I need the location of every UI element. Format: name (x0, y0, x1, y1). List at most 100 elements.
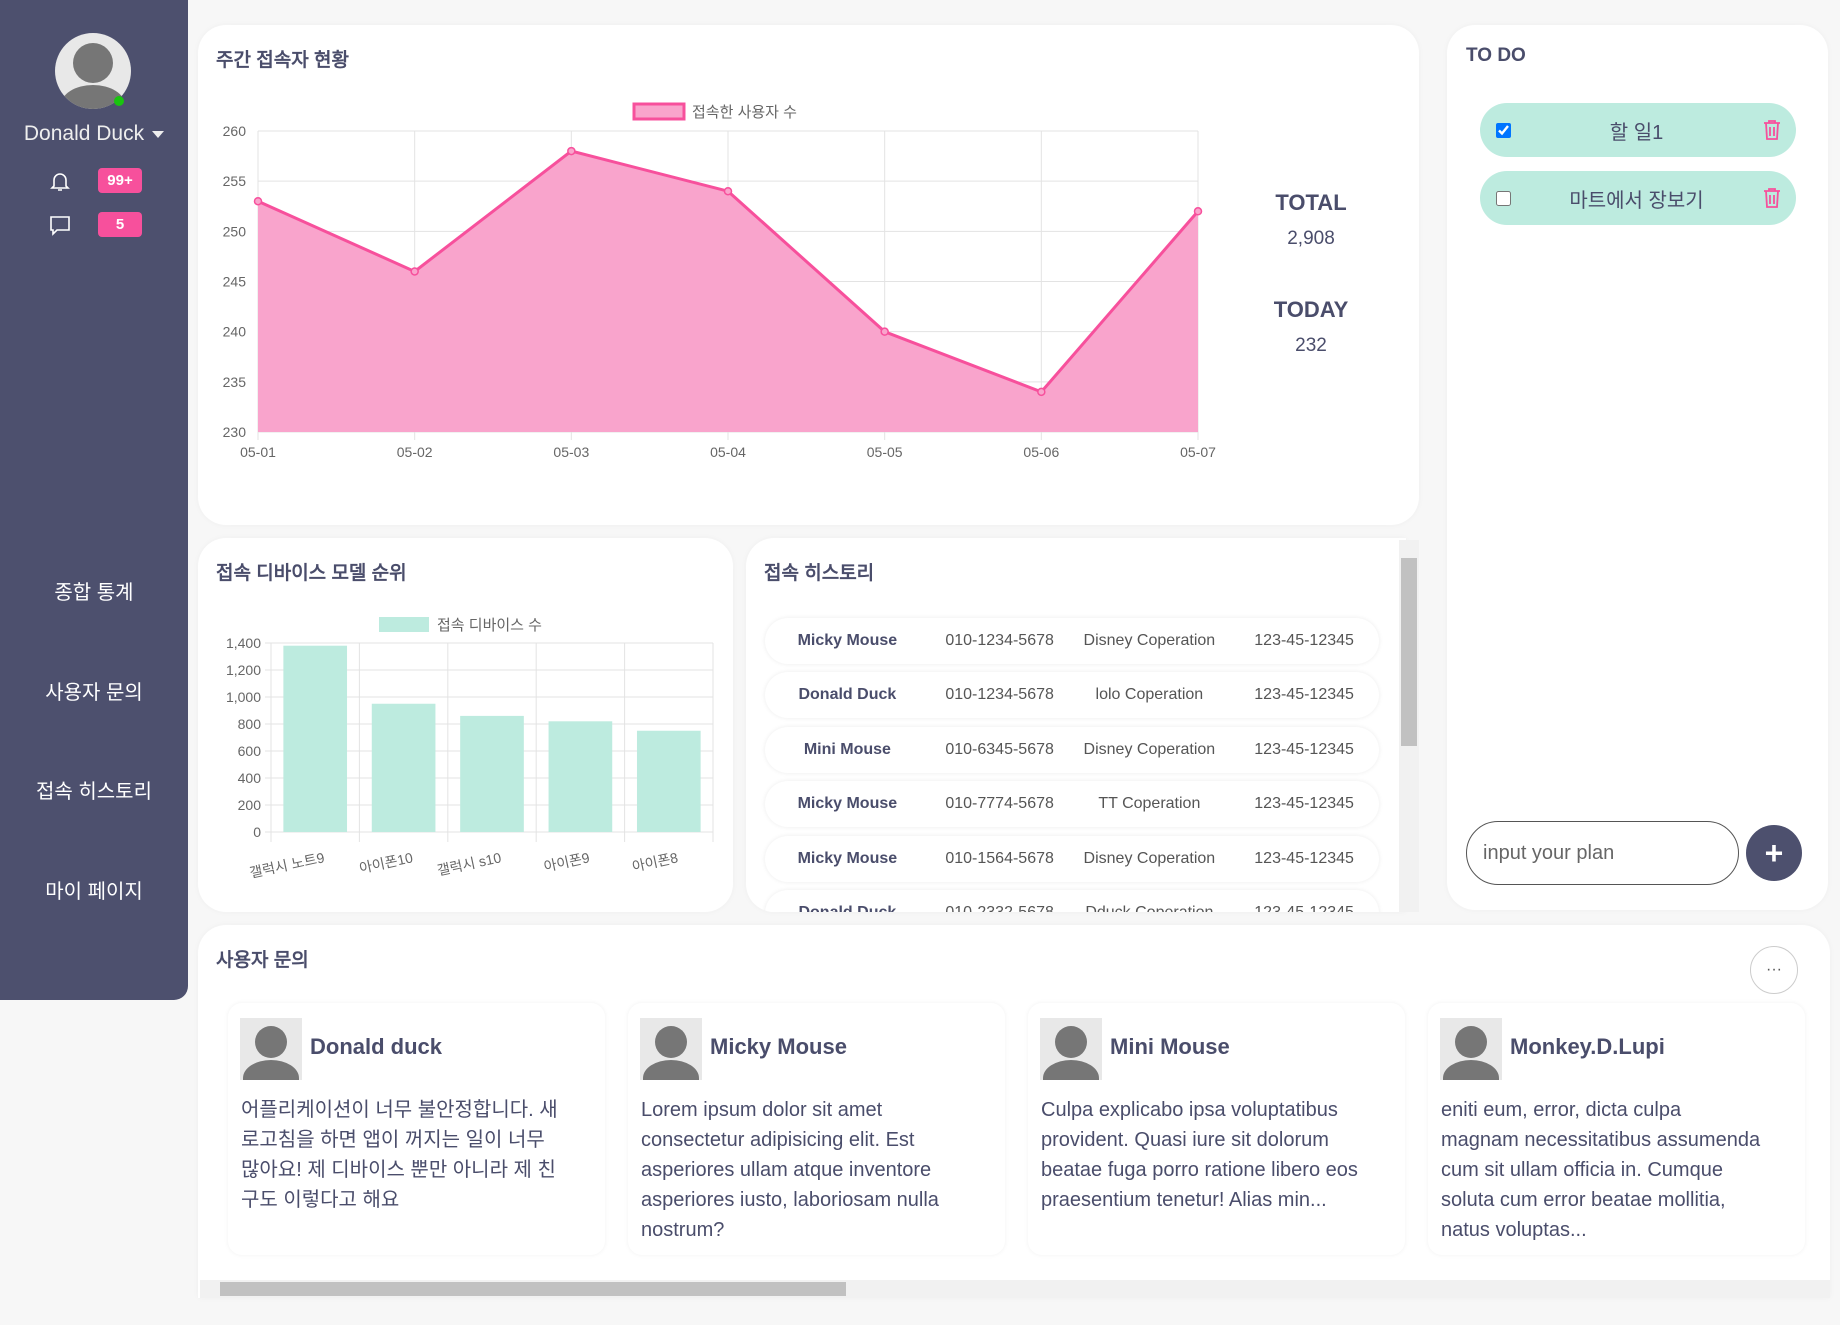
todo-checkbox[interactable] (1496, 190, 1511, 206)
history-name: Micky Mouse (797, 795, 898, 813)
x-tick-label: 05-01 (240, 444, 276, 460)
data-point (253, 196, 263, 206)
card-title: 주간 접속자 현황 (216, 50, 349, 71)
trash-icon[interactable] (1762, 187, 1782, 209)
data-point (410, 267, 419, 276)
scrollbar-thumb[interactable] (220, 1282, 846, 1296)
total-stat: TOTAL 2,908 (1241, 190, 1381, 250)
y-tick-label: 240 (223, 324, 247, 340)
legend-swatch (632, 102, 686, 121)
inquiry-scrollbar[interactable] (200, 1280, 1830, 1298)
menu-item-statistics[interactable]: 종합 통계 (54, 582, 134, 604)
todo-checkbox[interactable] (1496, 122, 1511, 138)
y-tick-label: 260 (223, 123, 247, 139)
history-reg-number: 123-45-12345 (1254, 849, 1354, 867)
y-tick-label: 600 (238, 743, 262, 759)
y-tick-label: 0 (253, 824, 261, 840)
todo-text: 마트에서 장보기 (1569, 189, 1704, 212)
y-tick-label: 800 (238, 716, 262, 732)
history-name: Donald Duck (765, 904, 930, 912)
user-avatar (1040, 1018, 1102, 1080)
todo-item: 마트에서 장보기 (1480, 171, 1796, 225)
history-reg-number: 123-45-12345 (1254, 632, 1354, 649)
y-tick-label: 250 (223, 223, 247, 239)
inquiry-item[interactable]: Donald duck 어플리케이션이 너무 불안정합니다. 새로고침을 하면 … (228, 1003, 605, 1255)
inquiry-text: Culpa explicabo ipsa voluptatibus provid… (1041, 1099, 1358, 1211)
history-row[interactable]: Mini Mouse 010-6345-5678 Disney Coperati… (765, 726, 1379, 773)
x-tick-label: 05-04 (710, 444, 746, 460)
inquiry-item[interactable]: Monkey.D.Lupi eniti eum, error, dicta cu… (1428, 1003, 1805, 1255)
inquiry-item[interactable]: Mini Mouse Culpa explicabo ipsa voluptat… (1028, 1003, 1405, 1255)
history-scrollbar[interactable] (1399, 540, 1419, 912)
y-tick-label: 1,200 (226, 662, 261, 678)
history-company: Dduck Coperation (1070, 904, 1230, 912)
card-title: 접속 디바이스 모델 순위 (216, 563, 407, 584)
todo-text: 할 일1 (1609, 121, 1664, 144)
history-phone: 010-1234-5678 (945, 632, 1054, 649)
x-tick-label: 아이폰8 (631, 849, 680, 874)
todo-item: 할 일1 (1480, 103, 1796, 157)
history-row[interactable]: Micky Mouse 010-1564-5678 Disney Coperat… (765, 835, 1379, 882)
inquiry-text: Lorem ipsum dolor sit amet consectetur a… (641, 1099, 939, 1241)
user-menu[interactable]: Donald Duck (0, 122, 188, 146)
plan-input[interactable] (1466, 821, 1739, 885)
y-tick-label: 230 (223, 424, 247, 440)
menu-item-history[interactable]: 접속 히스토리 (36, 781, 152, 803)
caret-down-icon (152, 130, 165, 138)
history-reg-number: 123-45-12345 (1254, 795, 1354, 813)
card-title: TO DO (1466, 45, 1526, 66)
bar (636, 730, 701, 832)
history-company: lolo Coperation (1095, 686, 1204, 704)
card-title: 사용자 문의 (216, 950, 309, 971)
legend-label: 접속한 사용자 수 (692, 104, 797, 121)
inquiry-user-name: Monkey.D.Lupi (1510, 1034, 1665, 1059)
history-company: Disney Coperation (1083, 740, 1216, 758)
bell-icon (50, 172, 70, 191)
avatar[interactable] (55, 33, 131, 109)
x-tick-label: 05-07 (1180, 444, 1216, 460)
history-row[interactable]: Micky Mouse 010-1234-5678 Disney Coperat… (765, 618, 1379, 664)
add-todo-button[interactable]: + (1746, 825, 1802, 881)
device-bar-chart: 0 200 400 600 800 1,000 1,200 1,400 갤럭시 노트9 아이폰10… (226, 617, 714, 881)
history-company: Disney Coperation (1083, 849, 1216, 867)
history-phone: 010-7774-5678 (945, 795, 1054, 813)
total-value: 2,908 (1287, 228, 1335, 249)
inquiry-user-name: Donald duck (310, 1034, 443, 1059)
data-point (723, 186, 733, 196)
history-phone: 010-6345-5678 (945, 740, 1054, 758)
y-tick-label: 255 (223, 173, 247, 189)
device-rank-card: 접속 디바이스 모델 순위 0 200 400 600 800 1,000 1,200 1,4… (198, 538, 733, 912)
x-tick-label: 05-06 (1023, 444, 1059, 460)
history-row[interactable]: Donald Duck 010-1234-5678 lolo Coperatio… (765, 672, 1379, 719)
inquiry-text: eniti eum, error, dicta culpa magnam nec… (1441, 1099, 1761, 1241)
inquiry-user-name: Mini Mouse (1110, 1034, 1230, 1059)
online-status-dot (114, 96, 124, 106)
scrollbar-thumb[interactable] (1401, 558, 1417, 746)
messages[interactable]: 5 (48, 212, 142, 237)
bar (548, 721, 613, 832)
history-row[interactable]: Donald Duck 010-2332-5678 Dduck Coperati… (765, 890, 1379, 912)
menu-item-inquiry[interactable]: 사용자 문의 (45, 682, 143, 704)
history-company: Disney Coperation (1083, 632, 1216, 649)
history-name: Mini Mouse (803, 740, 891, 758)
more-button[interactable]: ··· (1750, 946, 1798, 994)
user-avatar (1440, 1018, 1502, 1080)
inquiry-item[interactable]: Micky Mouse Lorem ipsum dolor sit amet c… (628, 1003, 1005, 1255)
x-tick-label: 아이폰10 (358, 849, 415, 876)
total-label: TOTAL (1275, 190, 1347, 215)
bar (283, 645, 348, 832)
x-tick-label: 갤럭시 s10 (436, 849, 503, 878)
sidebar: Donald Duck 99+ 5 종합 통계 사용자 문의 접속 히스토리 마… (0, 0, 188, 1000)
user-avatar (640, 1018, 702, 1080)
history-name: Micky Mouse (797, 632, 898, 649)
notifications[interactable]: 99+ (48, 168, 142, 193)
trash-icon[interactable] (1762, 119, 1782, 141)
y-tick-label: 1,400 (226, 635, 261, 651)
history-card: 접속 히스토리 Micky Mouse 010-1234-5678 Disney… (746, 538, 1406, 912)
x-tick-label: 05-05 (867, 444, 903, 460)
today-value: 232 (1295, 335, 1327, 356)
y-tick-label: 235 (223, 374, 247, 390)
history-row[interactable]: Micky Mouse 010-7774-5678 TT Coperation … (765, 781, 1379, 828)
menu-item-mypage[interactable]: 마이 페이지 (45, 881, 143, 903)
x-tick-label: 갤럭시 노트9 (248, 849, 326, 881)
